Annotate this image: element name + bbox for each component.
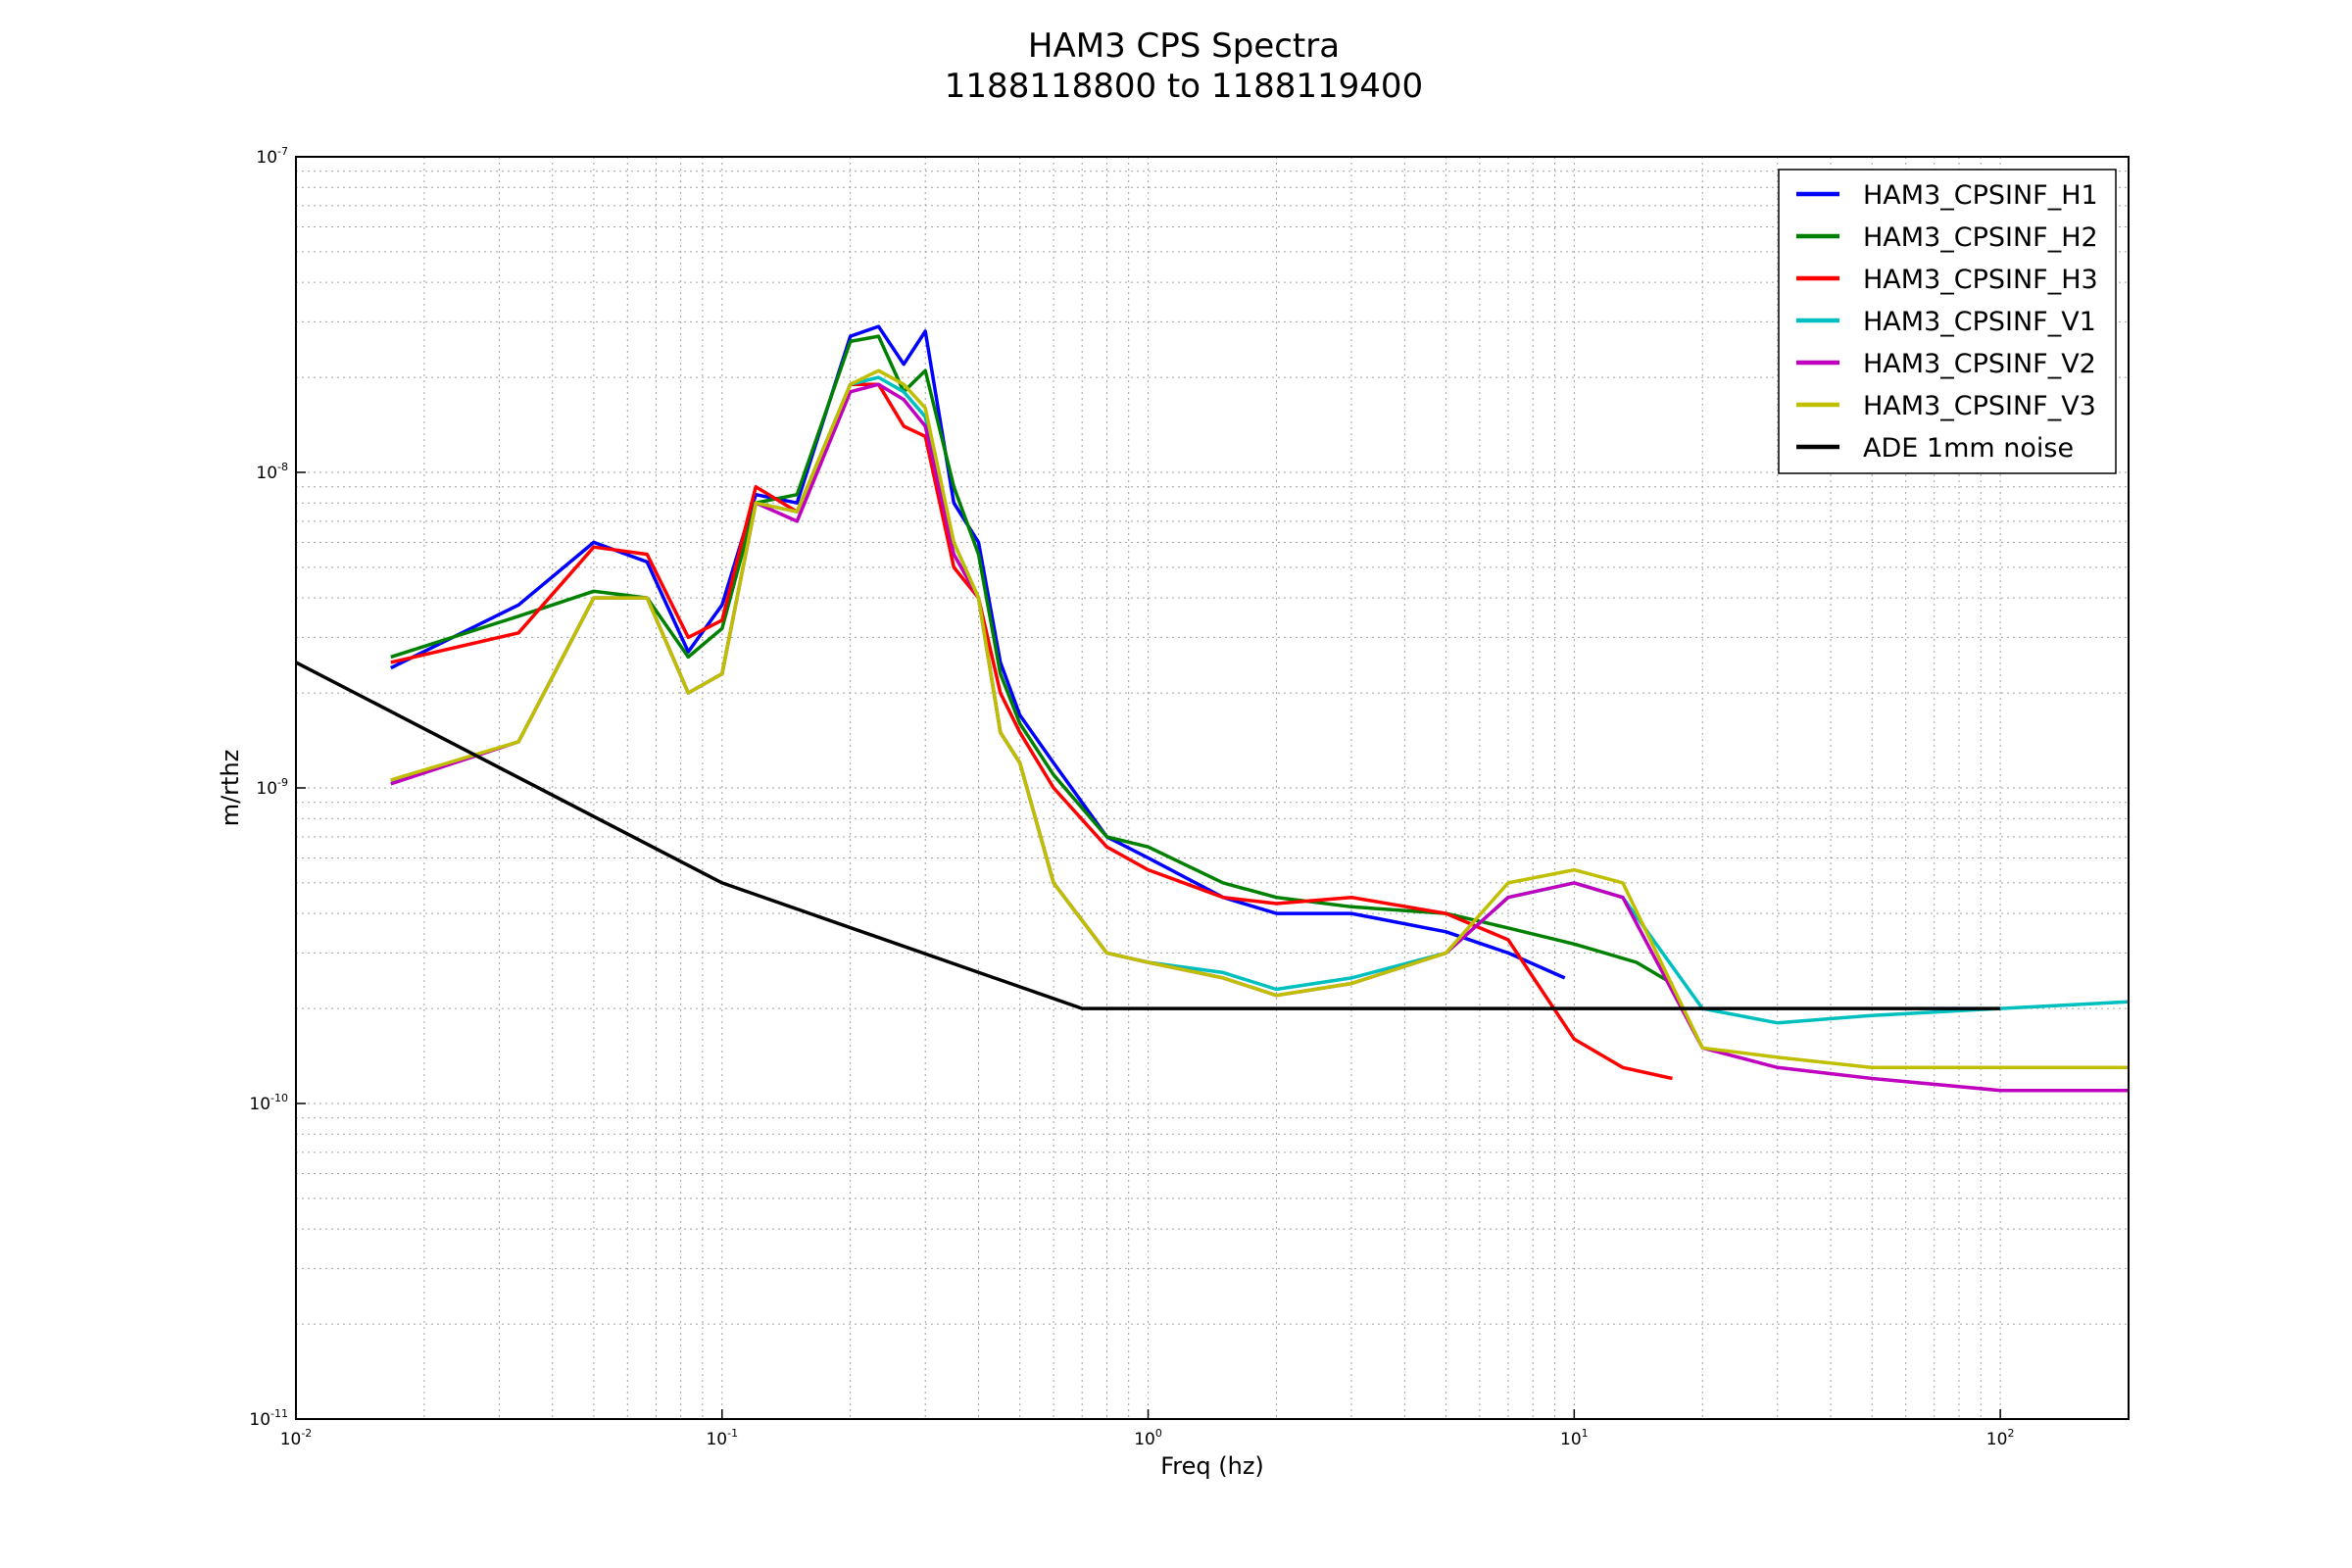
series-line-2 [390, 334, 1674, 986]
legend-label: HAM3_CPSINF_V1 [1863, 307, 2096, 337]
series-line-7 [295, 661, 2001, 1010]
legend-label: HAM3_CPSINF_V3 [1863, 391, 2096, 421]
series-line-1 [390, 324, 1566, 980]
y-tick-label: 10-9 [256, 776, 288, 799]
x-tick-label: 101 [1560, 1427, 1589, 1449]
legend: HAM3_CPSINF_H1 HAM3_CPSINF_H2 HAM3_CPSINF_… [1778, 169, 2117, 474]
x-axis-label: Freq (hz) [1160, 1452, 1264, 1480]
legend-label: ADE 1mm noise [1863, 433, 2074, 464]
chart-subtitle: 1188118800 to 1188119400 [945, 67, 1423, 106]
y-ticks: 10-11 10-10 10-9 10-8 10-7 [249, 145, 306, 1430]
x-ticks: 10-2 10-1 100 101 102 [280, 1409, 2015, 1449]
legend-label: HAM3_CPSINF_H1 [1863, 180, 2098, 211]
y-tick-label: 10-7 [256, 145, 288, 168]
legend-label: HAM3_CPSINF_H3 [1863, 265, 2098, 295]
x-tick-label: 100 [1134, 1427, 1162, 1449]
series-line-6 [390, 368, 2129, 1070]
x-tick-label: 102 [1986, 1427, 2015, 1449]
y-axis-label: m/rthz [217, 750, 244, 827]
y-tick-label: 10-10 [249, 1092, 288, 1114]
legend-label: HAM3_CPSINF_H2 [1863, 222, 2098, 253]
chart-title: HAM3 CPS Spectra [1028, 26, 1340, 66]
series-line-4 [390, 375, 2130, 1025]
legend-label: HAM3_CPSINF_V2 [1863, 349, 2096, 379]
x-tick-label: 10-2 [280, 1427, 313, 1449]
y-tick-label: 10-11 [249, 1407, 288, 1430]
x-tick-label: 10-1 [706, 1427, 738, 1449]
y-tick-label: 10-8 [256, 461, 288, 483]
series-lines [295, 324, 2130, 1093]
